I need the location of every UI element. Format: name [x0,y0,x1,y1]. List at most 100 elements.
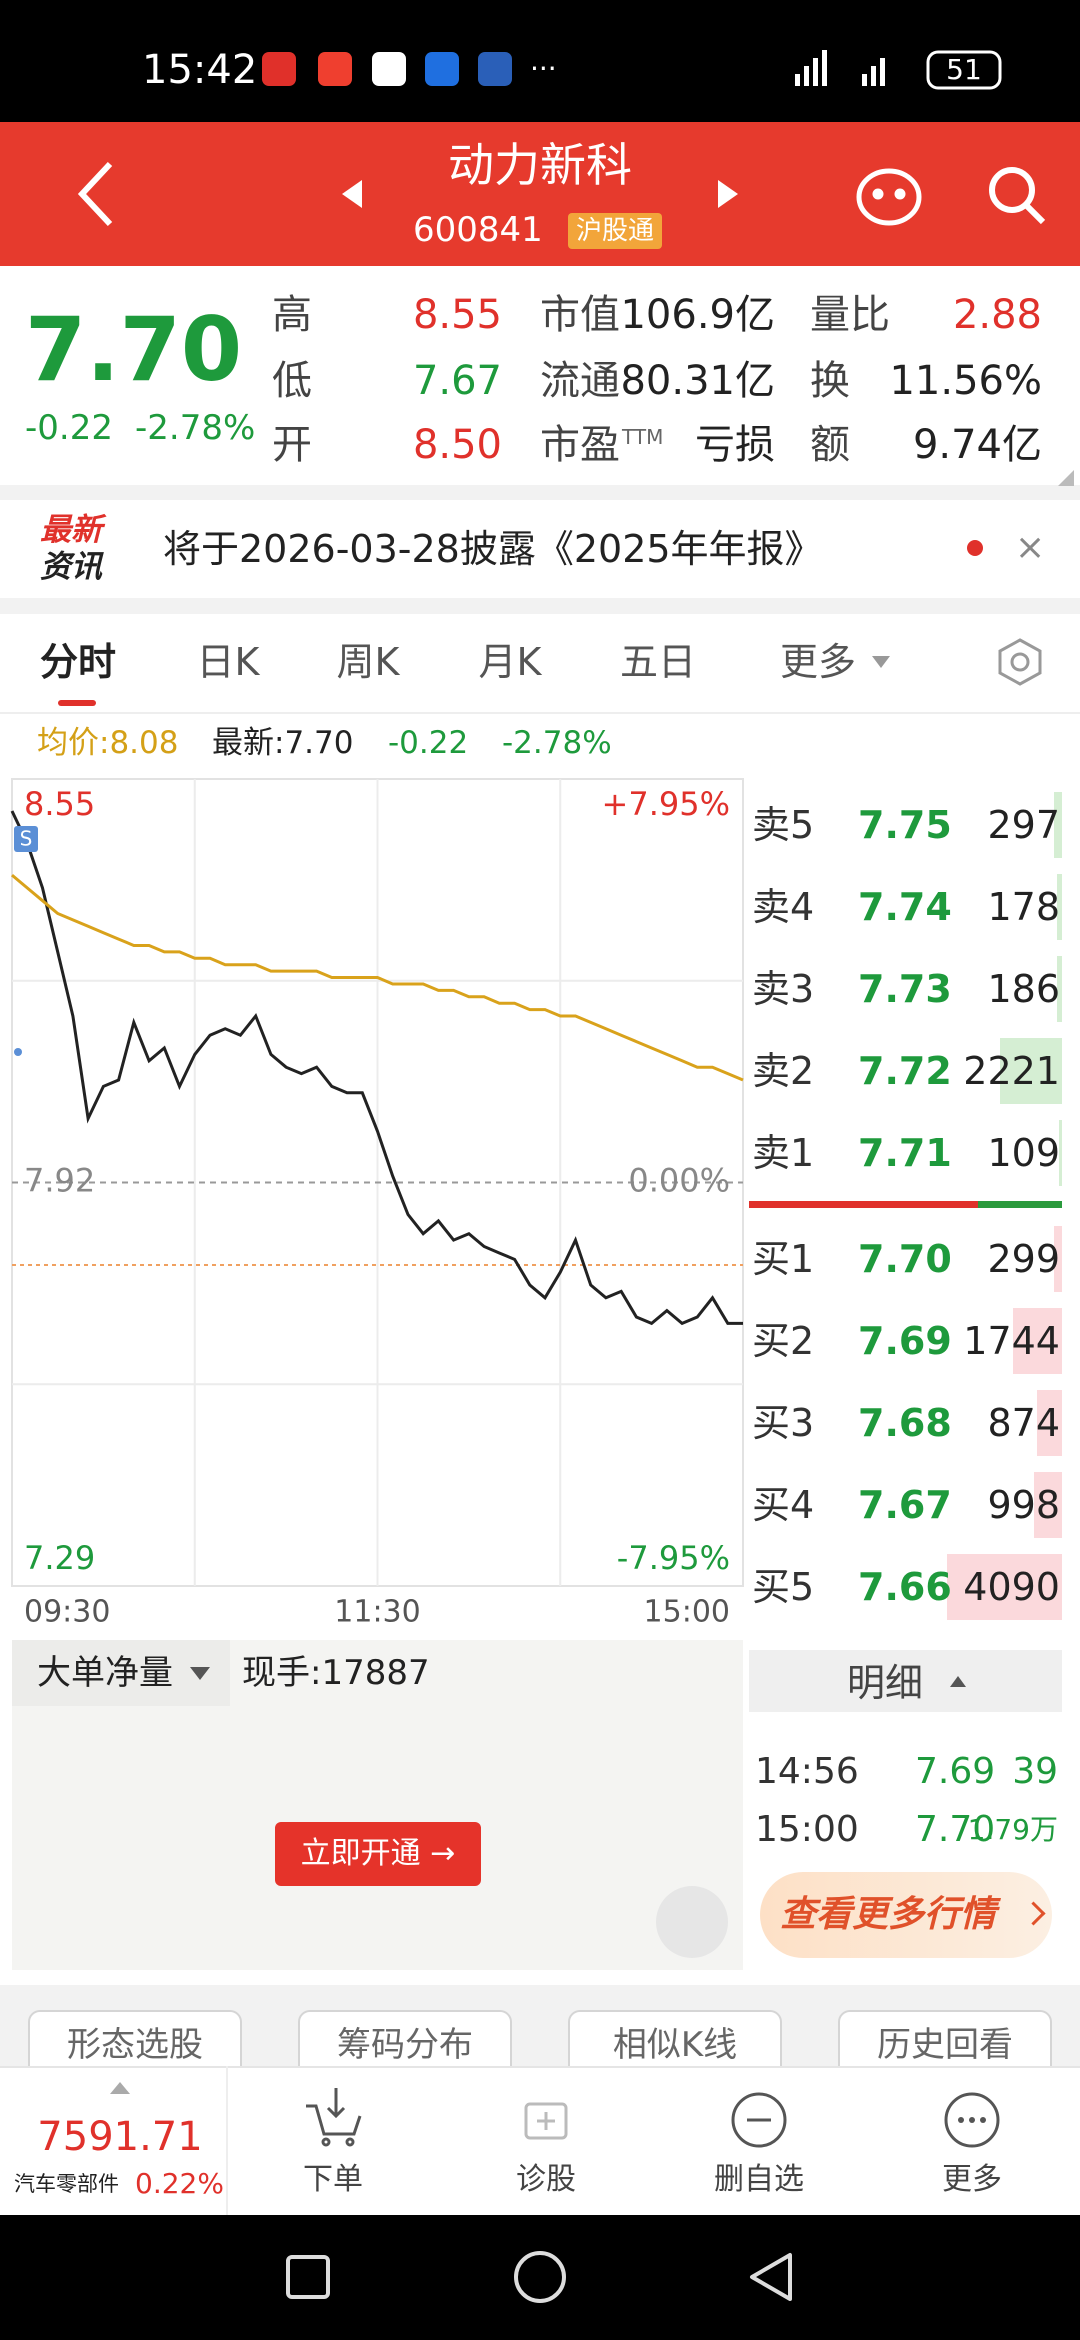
news-logo: 最新 [40,511,102,548]
tab[interactable]: 月K [478,640,542,684]
book-label: 买1 [752,1237,815,1281]
detail-time: 14:56 [755,1751,859,1792]
search-icon[interactable] [989,167,1046,225]
more-quotes[interactable]: 查看更多行情 [780,1894,997,1935]
volume-bar [1013,1308,1062,1374]
y-tick-label: 7.29 [24,1539,95,1577]
detail-volume: 39 [1012,1751,1058,1792]
field-value: 106.9亿 [620,292,775,338]
selector-arrow [190,1667,210,1680]
book-price: 7.73 [858,967,952,1011]
gap [0,598,1080,614]
x-tick-label: 11:30 [334,1595,420,1630]
tab[interactable]: 日K [196,640,260,684]
index-value: 7591.71 [37,2114,203,2160]
system-nav [0,2215,1080,2340]
close-news[interactable]: × [1015,527,1046,568]
status-icons: ··· [262,50,1002,90]
selector[interactable]: 大单净量 [37,1653,173,1693]
more-quotes-bg[interactable] [760,1872,1052,1958]
assistant-icon[interactable] [856,168,922,226]
y-tick-label: 7.92 [24,1162,95,1200]
field-label: 量比 [810,292,890,338]
tab[interactable]: 更多 [779,640,857,684]
book-volume: 998 [987,1483,1060,1527]
marker-dot [14,1048,22,1056]
book-price: 7.71 [858,1131,952,1175]
volume-bar [1057,874,1062,940]
field-label: 额 [810,422,850,468]
book-volume: 2221 [963,1049,1060,1093]
stock-code: 600841 [413,210,543,250]
field-label-sup: TTM [622,425,664,449]
nav-item[interactable]: 删自选 [714,2162,804,2197]
settings-icon[interactable] [995,637,1045,687]
dropdown-arrow [872,656,890,668]
tab[interactable]: 周K [336,640,400,684]
book-volume: 874 [987,1401,1060,1445]
field-label: 流通 [540,358,620,404]
tab[interactable]: 五日 [619,640,697,684]
bottom-nav [0,2066,1080,2215]
price-change: -0.22 [25,408,113,448]
back-nav-button[interactable] [750,2253,792,2301]
index-name: 汽车零部件 [14,2171,119,2196]
volume-bar [1053,792,1062,858]
gap [0,485,1080,500]
recents-button[interactable] [286,2255,330,2299]
field-label: 市盈 [540,422,620,468]
next-stock[interactable] [718,180,738,208]
field-value: 亏损 [695,422,775,468]
book-divider [978,1201,1062,1208]
book-price: 7.67 [858,1483,952,1527]
latest-change: -0.22 [388,724,469,761]
volume-bar [1037,1390,1062,1456]
expand-button[interactable] [656,1886,728,1958]
book-label: 买3 [752,1401,815,1445]
tool-label[interactable]: 形态选股 [67,2025,203,2065]
nav-item[interactable]: 诊股 [516,2162,576,2197]
current-volume: 现手:17887 [242,1653,430,1693]
book-divider [749,1201,978,1208]
field-value: 7.67 [412,358,502,404]
book-price: 7.69 [858,1319,952,1363]
volume-bar [1056,956,1062,1022]
stock-name: 动力新科 [448,138,632,192]
detail-arrow [950,1676,966,1687]
book-label: 买2 [752,1319,815,1363]
y2-tick-label: -7.95% [617,1539,730,1577]
field-label: 开 [272,422,312,468]
book-label: 买5 [752,1565,815,1609]
activate-button[interactable]: 立即开通 → [275,1822,481,1886]
market-badge: 沪股通 [568,213,663,249]
x-tick-label: 09:30 [24,1595,110,1630]
divider [0,712,1080,714]
book-volume: 297 [987,803,1060,847]
field-label: 高 [272,292,312,338]
latest-change-pct: -2.78% [502,724,612,761]
y2-tick-label: +7.95% [602,785,730,823]
back-button[interactable] [77,161,113,227]
intraday-chart: 8.55 7.92 7.29 +7.95% 0.00% -7.95% 09:30 11:30 1… [10,778,744,1630]
marker-bg [14,826,38,852]
book-volume: 186 [987,967,1060,1011]
detail-price: 7.69 [915,1751,996,1792]
volume-bar [947,1554,1062,1620]
clock: 15:42 [142,47,258,93]
prev-stock[interactable] [342,180,362,208]
nav-divider [226,2066,228,2215]
price-change-pct: -2.78% [135,408,256,448]
tool-label[interactable]: 相似K线 [612,2025,738,2065]
volume-bar [1033,1472,1062,1538]
book-price: 7.74 [858,885,952,929]
book-label: 卖4 [752,885,815,929]
book-price: 7.75 [858,803,952,847]
tab[interactable]: 分时 [39,640,117,684]
news-text[interactable]: 将于2026-03-28披露《2025年年报》 [163,527,823,571]
field-value: 8.55 [412,292,502,338]
nav-item[interactable]: 更多 [942,2162,1002,2197]
tool-label[interactable]: 历史回看 [877,2025,1013,2065]
nav-item[interactable]: 下单 [303,2162,363,2197]
home-button[interactable] [514,2251,566,2303]
tool-label[interactable]: 筹码分布 [337,2025,473,2065]
